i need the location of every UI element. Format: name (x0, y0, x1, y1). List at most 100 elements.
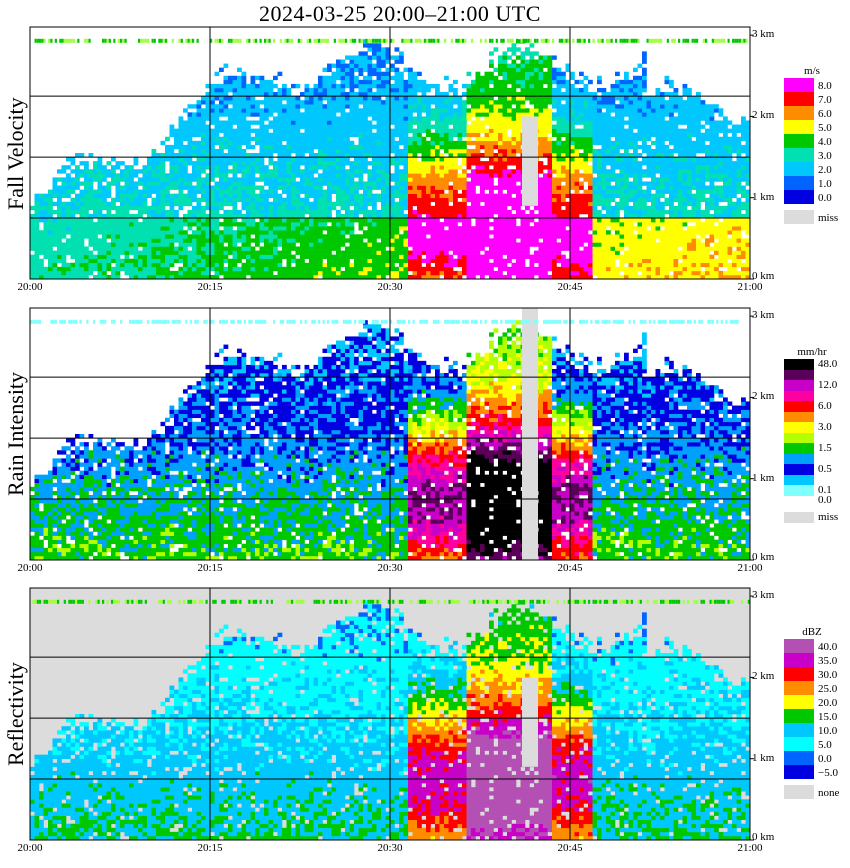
legend-label: 20.0 (818, 697, 837, 709)
legend-label: 2.0 (818, 164, 832, 176)
legend-swatch (784, 765, 814, 779)
legend-swatch (784, 723, 814, 737)
legend-swatch (784, 369, 814, 380)
legend-swatch (784, 709, 814, 723)
legend-label: 7.0 (818, 94, 832, 106)
legend-swatch (784, 148, 814, 162)
legend-swatch (784, 78, 814, 92)
legend-label: 40.0 (818, 641, 837, 653)
panel-reflectivity (29, 587, 754, 841)
legend-swatch (784, 639, 814, 653)
legend-unit: mm/hr (782, 346, 842, 358)
legend-unit: dBZ (782, 626, 842, 638)
legend-label: 0.0 (818, 494, 832, 506)
legend-swatch (784, 92, 814, 106)
plot-frame (29, 587, 751, 841)
height-tick-label: 3 km (752, 589, 774, 601)
height-tick-label: 3 km (752, 28, 774, 40)
legend-label: 4.0 (818, 136, 832, 148)
grid (30, 27, 750, 279)
x-tick-label: 20:30 (377, 562, 402, 574)
legend-swatch (784, 210, 814, 224)
height-tick-label: 3 km (752, 309, 774, 321)
height-tick-label: 0 km (752, 270, 774, 282)
x-tick-label: 20:00 (17, 842, 42, 854)
legend-label: miss (818, 212, 838, 224)
missing-data-gap (522, 677, 538, 767)
precip-field (30, 600, 751, 841)
legend-label: 0.5 (818, 463, 832, 475)
legend-label: −5.0 (818, 767, 838, 779)
legend-swatch (784, 751, 814, 765)
legend-label: 30.0 (818, 669, 837, 681)
plot-frame (29, 307, 751, 561)
legend-label: 1.0 (818, 178, 832, 190)
legend-label: 5.0 (818, 122, 832, 134)
legend-label: 35.0 (818, 655, 837, 667)
legend-label: 5.0 (818, 739, 832, 751)
legend-swatch (784, 134, 814, 148)
legend-label: none (818, 787, 839, 799)
legend-label: 0.0 (818, 192, 832, 204)
legend-swatch (784, 485, 814, 496)
legend-swatch (784, 106, 814, 120)
legend-swatch (784, 474, 814, 485)
legend-swatch (784, 120, 814, 134)
noise-band (34, 38, 748, 43)
legend-swatch (784, 422, 814, 433)
legend-swatch (784, 737, 814, 751)
page-title: 2024-03-25 20:00–21:00 UTC (0, 0, 800, 28)
legend-swatch (784, 190, 814, 204)
noise-band (30, 319, 739, 324)
legend-swatch (784, 380, 814, 391)
legend-unit: m/s (782, 65, 842, 77)
x-tick-label: 20:15 (197, 842, 222, 854)
legend-swatch (784, 390, 814, 401)
legend-label: 0.0 (818, 753, 832, 765)
legend-swatch (784, 432, 814, 443)
plot-frame (29, 26, 751, 280)
legend-swatch (784, 359, 814, 370)
legend-swatch (784, 681, 814, 695)
legend-label: 6.0 (818, 108, 832, 120)
legend-swatch (784, 785, 814, 799)
x-tick-label: 20:45 (557, 842, 582, 854)
x-tick-label: 20:15 (197, 562, 222, 574)
panel-title: Rain Intensity (3, 372, 29, 496)
legend-label: 25.0 (818, 683, 837, 695)
legend-label: 8.0 (818, 80, 832, 92)
legend-label: 3.0 (818, 150, 832, 162)
panel-rain-intensity (29, 307, 754, 561)
legend-swatch (784, 653, 814, 667)
height-tick-label: 0 km (752, 831, 774, 843)
legend-swatch (784, 411, 814, 422)
legend-swatch (784, 667, 814, 681)
panel-fall-velocity (29, 26, 754, 280)
height-tick-label: 2 km (752, 390, 774, 402)
legend-label: 0.1 (818, 484, 832, 496)
legend-label: 3.0 (818, 421, 832, 433)
legend-swatch (784, 495, 814, 506)
legend-label: 12.0 (818, 379, 837, 391)
legend-label: 1.5 (818, 442, 832, 454)
height-tick-label: 1 km (752, 191, 774, 203)
legend-swatch (784, 512, 814, 523)
height-tick-label: 1 km (752, 752, 774, 764)
x-tick-label: 20:15 (197, 281, 222, 293)
precip-field (30, 39, 751, 280)
panel-title: Fall Velocity (3, 97, 29, 210)
height-tick-label: 2 km (752, 109, 774, 121)
missing-data-gap (522, 308, 538, 560)
legend-swatch (784, 695, 814, 709)
height-tick-label: 2 km (752, 670, 774, 682)
x-tick-label: 21:00 (737, 281, 762, 293)
legend-swatch (784, 464, 814, 475)
precip-field (30, 320, 751, 561)
x-tick-label: 20:00 (17, 281, 42, 293)
grid (30, 308, 750, 560)
x-tick-label: 20:45 (557, 281, 582, 293)
grid (30, 588, 750, 840)
x-tick-label: 20:45 (557, 562, 582, 574)
legend-swatch (784, 162, 814, 176)
